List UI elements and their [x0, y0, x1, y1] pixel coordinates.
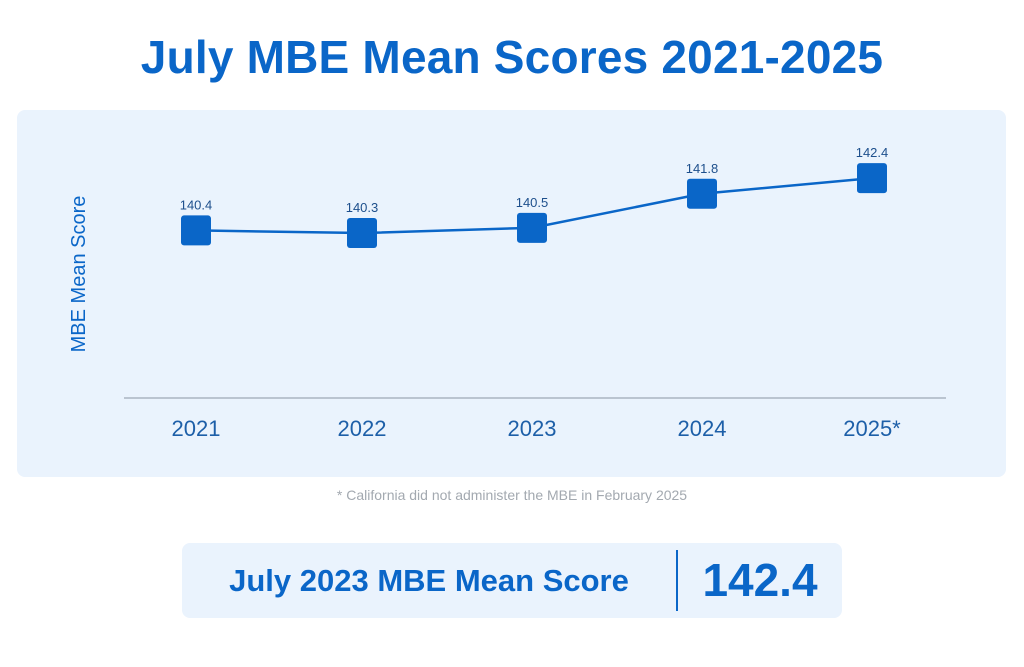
x-tick-label: 2025*: [843, 416, 901, 441]
data-point-marker: [347, 218, 377, 249]
callout-divider: [676, 550, 678, 611]
callout-label: July 2023 MBE Mean Score: [229, 563, 629, 598]
callout-value: 142.4: [702, 554, 818, 606]
data-label: 140.5: [516, 195, 549, 210]
plot-area: 140.4 2021 140.3 2022 140.5 2023 141.8 2024 142.…: [172, 145, 902, 441]
x-tick-label: 2021: [172, 416, 221, 441]
data-point-marker: [181, 215, 211, 246]
footnote: * California did not administer the MBE …: [336, 487, 688, 503]
data-point-marker: [687, 178, 717, 209]
chart-title: July MBE Mean Scores 2021-2025: [140, 31, 884, 83]
data-point-marker: [517, 212, 547, 243]
chart-panel: [17, 110, 1006, 477]
score-callout: July 2023 MBE Mean Score 142.4: [182, 543, 842, 618]
x-tick-label: 2022: [338, 416, 387, 441]
x-tick-label: 2024: [678, 416, 727, 441]
data-point-marker: [857, 163, 887, 194]
data-label: 141.8: [686, 161, 719, 176]
data-label: 140.3: [346, 200, 379, 215]
data-label: 142.4: [856, 145, 889, 160]
data-label: 140.4: [180, 197, 213, 212]
x-tick-label: 2023: [508, 416, 557, 441]
y-axis-label: MBE Mean Score: [68, 196, 90, 353]
